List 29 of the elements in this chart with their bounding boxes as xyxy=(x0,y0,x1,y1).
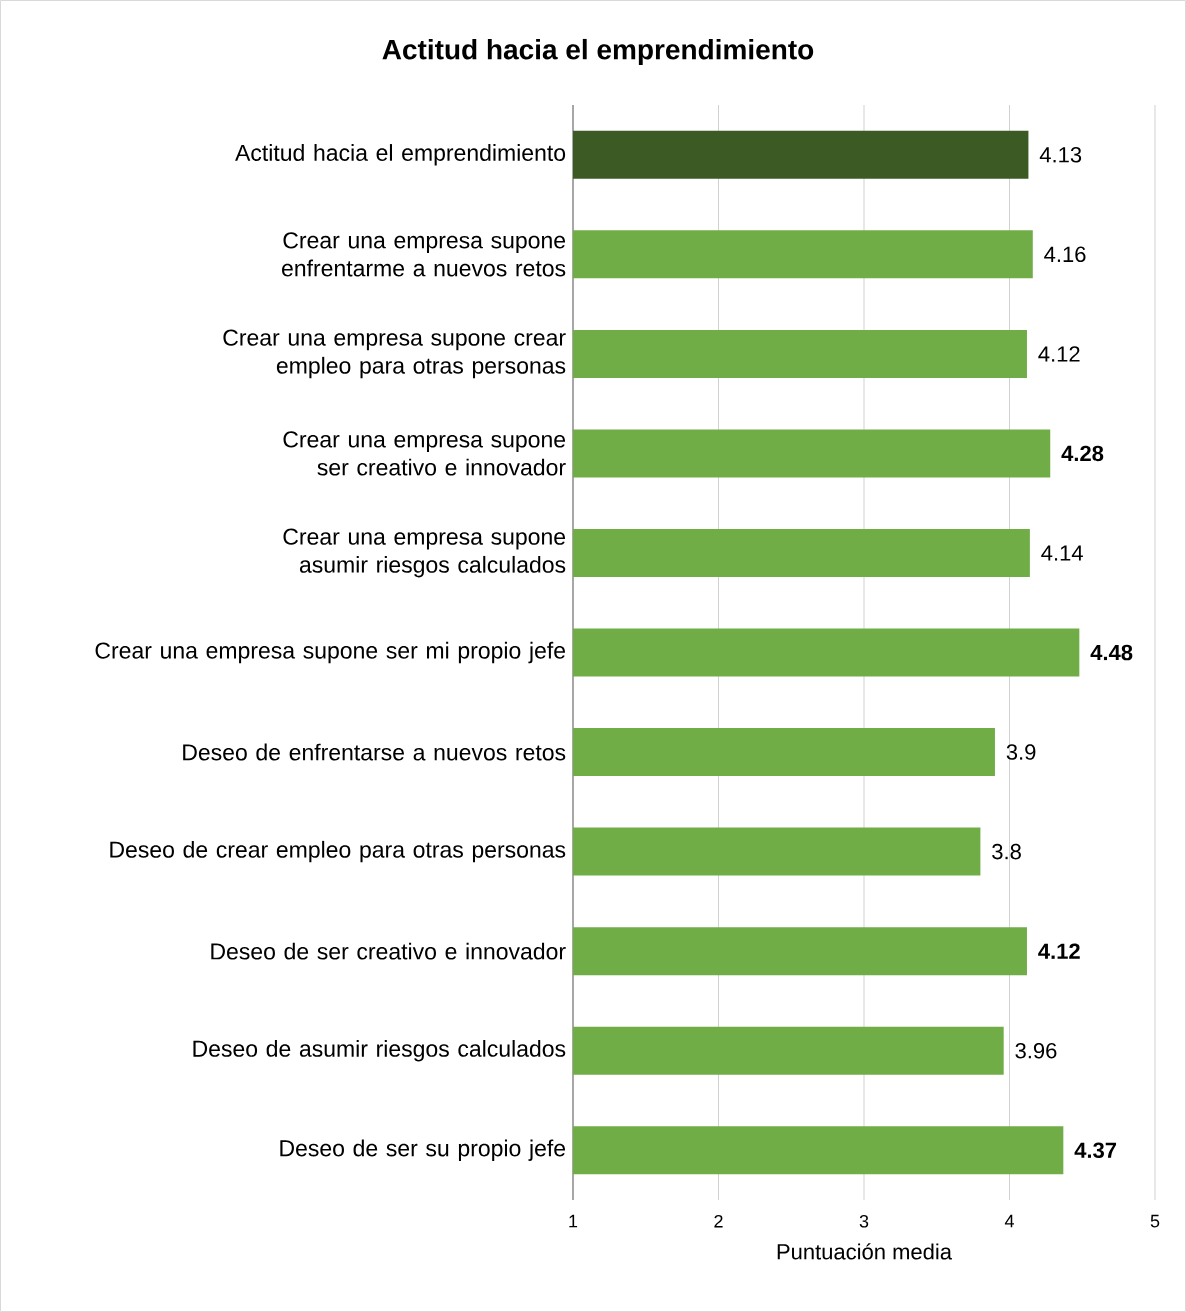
y-tick-label: Deseo de crear empleo para otras personas xyxy=(110,840,566,863)
data-label: 3.96 xyxy=(1015,1042,1057,1059)
y-tick-label: Deseo de asumir riesgos calculados xyxy=(193,1039,566,1062)
y-tick-label: Deseo de enfrentarse a nuevos retos xyxy=(183,743,566,761)
data-label: 4.37 xyxy=(1074,1142,1117,1159)
y-tick-label: Crear una empresa supone ser creativo e innovador xyxy=(283,431,566,476)
data-label: 4.14 xyxy=(1041,545,1083,561)
data-label: 4.28 xyxy=(1061,445,1104,462)
y-tick-label: Deseo de ser su propio jefe xyxy=(280,1139,566,1161)
x-tick-label: 5 xyxy=(1150,1214,1160,1228)
x-tick-label: 4 xyxy=(1004,1214,1014,1228)
data-label: 4.13 xyxy=(1039,147,1082,163)
y-tick-label: Deseo de ser creativo e innovador xyxy=(211,942,566,960)
x-tick-label: 1 xyxy=(569,1214,578,1228)
data-label: 4.48 xyxy=(1090,644,1133,661)
y-tick-label: Crear una empresa supone ser mi propio jefe xyxy=(95,641,566,664)
x-axis-title: Puntuación media xyxy=(777,1243,953,1260)
chart-title: Actitud hacia el emprendimiento xyxy=(382,38,814,66)
y-tick-label: Actitud hacia el emprendimiento xyxy=(235,144,566,166)
data-label: 3.8 xyxy=(992,843,1021,860)
data-label: 4.12 xyxy=(1038,943,1080,959)
x-tick-label: 3 xyxy=(859,1214,869,1228)
x-tick-label: 2 xyxy=(714,1214,723,1228)
data-label: 4.16 xyxy=(1044,246,1086,263)
y-tick-label: Crear una empresa supone crear empleo para otras personas xyxy=(223,329,566,379)
data-label: 3.9 xyxy=(1006,744,1036,760)
data-label: 4.12 xyxy=(1038,346,1080,362)
y-tick-label: Crear una empresa supone enfrentarme a nuevos retos xyxy=(282,232,566,277)
y-tick-label: Crear una empresa supone asumir riesgos calculados xyxy=(283,528,566,578)
